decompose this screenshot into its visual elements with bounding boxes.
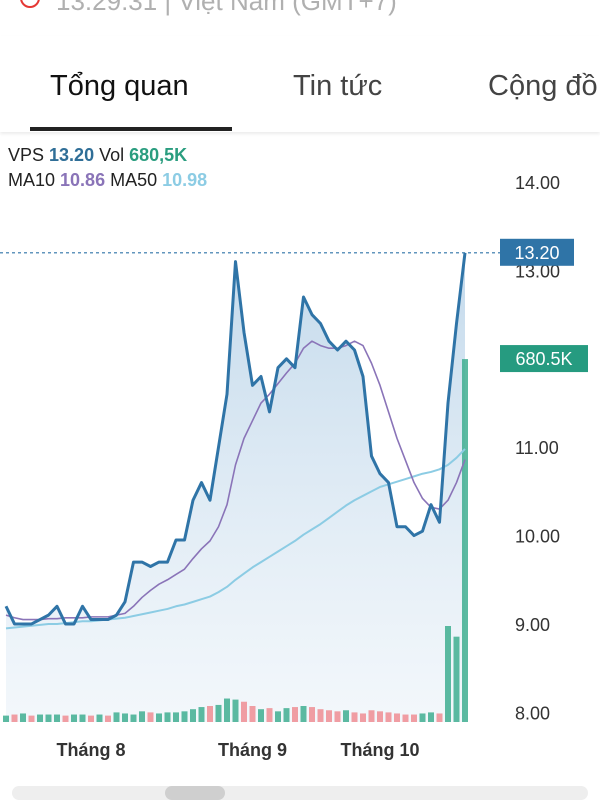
volume-bar <box>453 636 460 722</box>
volume-bar <box>351 712 358 722</box>
volume-bar <box>232 699 239 722</box>
tab-news[interactable]: Tin tức <box>293 70 383 102</box>
volume-bar <box>436 713 443 722</box>
volume-bar <box>147 712 154 722</box>
volume-bar <box>105 715 111 722</box>
moving-average-legend: MA10 10.86 MA50 10.98 <box>8 170 207 190</box>
volume-bar <box>411 714 417 722</box>
y-tick-label: 13.00 <box>515 261 560 281</box>
chart-scrollbar-thumb[interactable] <box>165 786 225 800</box>
volume-bar <box>419 713 426 722</box>
volume-bar <box>275 711 281 722</box>
volume-bar <box>122 713 128 722</box>
volume-bar <box>79 714 86 722</box>
volume-bar <box>428 712 434 722</box>
volume-bar <box>11 714 18 722</box>
volume-bar <box>249 706 256 722</box>
volume-bar <box>462 359 468 722</box>
x-tick-label: Tháng 10 <box>340 740 419 760</box>
volume-bar <box>207 706 213 722</box>
volume-bar <box>71 714 77 722</box>
y-tick-label: 8.00 <box>515 703 550 723</box>
volume-bar <box>45 714 52 722</box>
volume-bar <box>164 712 171 722</box>
last-price-badge <box>500 238 574 266</box>
volume-bar <box>258 709 264 722</box>
price-volume-legend-item: VPS <box>8 145 44 165</box>
moving-average-legend-item: 10.86 <box>55 170 105 190</box>
volume-bar <box>394 713 400 722</box>
volume-bar <box>385 712 392 722</box>
volume-bar <box>96 714 103 722</box>
volume-bar <box>198 707 205 722</box>
price-volume-legend-item: Vol <box>94 145 124 165</box>
volume-bar <box>215 704 222 722</box>
tab-overview[interactable]: Tổng quan <box>50 70 189 102</box>
last-volume-badge-label: 680.5K <box>515 349 572 369</box>
active-tab-indicator <box>30 127 232 131</box>
x-tick-label: Tháng 9 <box>218 740 287 760</box>
volume-bar <box>317 709 324 722</box>
volume-bar <box>54 714 60 722</box>
moving-average-legend-item: 10.98 <box>157 170 207 190</box>
volume-bar <box>181 711 188 722</box>
volume-bar <box>326 710 332 722</box>
price-area-fill <box>6 252 465 722</box>
chart-scrollbar[interactable] <box>12 786 588 800</box>
volume-bar <box>156 713 162 722</box>
volume-bar <box>445 626 451 722</box>
tab-community[interactable]: Cộng đồ <box>488 70 598 102</box>
y-tick-label: 9.00 <box>515 615 550 635</box>
volume-bar <box>334 711 341 722</box>
price-volume-legend-item: 13.20 <box>44 145 94 165</box>
last-volume-badge <box>500 345 588 373</box>
volume-bar <box>190 709 196 722</box>
volume-bar <box>292 707 298 722</box>
volume-bar <box>343 710 349 722</box>
volume-bar <box>173 712 179 722</box>
volume-bar <box>368 710 375 722</box>
volume-bar <box>309 707 315 722</box>
volume-bar <box>300 706 307 722</box>
y-tick-label: 10.00 <box>515 527 560 547</box>
volume-bar <box>283 708 290 722</box>
price-volume-legend: VPS 13.20 Vol 680,5K <box>8 145 187 165</box>
volume-bar <box>360 713 366 722</box>
volume-bar <box>20 713 26 722</box>
volume-bar <box>3 715 9 722</box>
volume-bar <box>139 711 145 722</box>
moving-average-legend-item: MA50 <box>105 170 157 190</box>
volume-bar <box>377 711 383 722</box>
price-volume-legend-item: 680,5K <box>124 145 187 165</box>
volume-bar <box>62 715 69 722</box>
moving-average-legend-item: MA10 <box>8 170 55 190</box>
volume-bar <box>266 708 273 722</box>
volume-bar <box>28 715 35 722</box>
volume-bar <box>113 712 120 722</box>
volume-bar <box>224 698 230 722</box>
last-price-badge-label: 13.20 <box>514 243 559 263</box>
y-tick-label: 11.00 <box>515 438 559 458</box>
tab-bar: Tổng quan Tin tức Cộng đồ <box>0 36 600 132</box>
y-tick-label: 14.00 <box>515 173 560 193</box>
clock-icon <box>20 0 40 8</box>
price-line <box>4 252 467 626</box>
ma10-line <box>5 340 466 621</box>
volume-bar <box>37 714 43 722</box>
status-time-text: 13:29:31 | Việt Nam (GMT+7) <box>56 0 397 16</box>
volume-bar <box>88 715 94 722</box>
status-bar: 13:29:31 | Việt Nam (GMT+7) <box>0 0 600 37</box>
volume-bar <box>402 714 409 722</box>
x-tick-label: Tháng 8 <box>56 740 125 760</box>
volume-bar <box>241 701 247 722</box>
volume-bar <box>130 714 137 722</box>
